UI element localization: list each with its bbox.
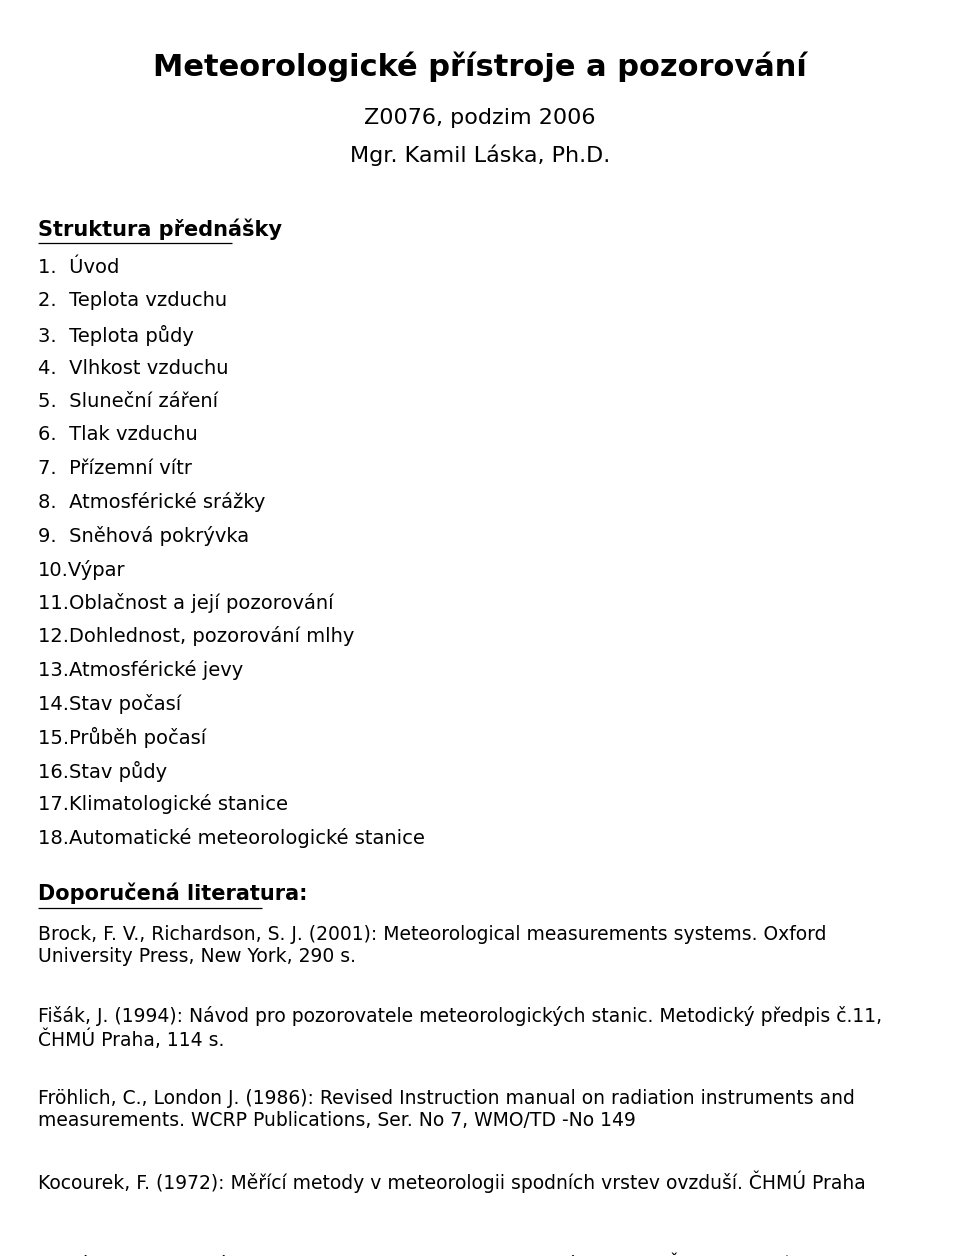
Text: Meteorologické přístroje a pozorování: Meteorologické přístroje a pozorování <box>153 51 807 83</box>
Text: 4.  Vlhkost vzduchu: 4. Vlhkost vzduchu <box>38 358 228 378</box>
Text: 7.  Přízemní vítr: 7. Přízemní vítr <box>38 458 192 479</box>
Text: Mgr. Kamil Láska, Ph.D.: Mgr. Kamil Láska, Ph.D. <box>349 144 611 166</box>
Text: 9.  Sněhová pokrývka: 9. Sněhová pokrývka <box>38 526 250 546</box>
Text: 5.  Sluneční záření: 5. Sluneční záření <box>38 392 218 411</box>
Text: 16.Stav půdy: 16.Stav půdy <box>38 760 167 781</box>
Text: Kocourek, F. (1972): Měřící metody v meteorologii spodních vrstev ovzduší. ČHMÚ : Kocourek, F. (1972): Měřící metody v met… <box>38 1171 866 1193</box>
Text: Fröhlich, C., London J. (1986): Revised Instruction manual on radiation instrume: Fröhlich, C., London J. (1986): Revised … <box>38 1089 854 1129</box>
Text: Struktura přednášky: Struktura přednášky <box>38 219 282 240</box>
Text: Z0076, podzim 2006: Z0076, podzim 2006 <box>364 108 596 128</box>
Text: 3.  Teplota půdy: 3. Teplota půdy <box>38 325 194 345</box>
Text: Doporučená literatura:: Doporučená literatura: <box>38 883 307 904</box>
Text: 14.Stav počasí: 14.Stav počasí <box>38 693 181 713</box>
Text: 1.  Úvod: 1. Úvod <box>38 257 119 278</box>
Text: 17.Klimatologické stanice: 17.Klimatologické stanice <box>38 794 288 814</box>
Text: Brock, F. V., Richardson, S. J. (2001): Meteorological measurements systems. Oxf: Brock, F. V., Richardson, S. J. (2001): … <box>38 924 827 966</box>
Text: 13.Atmosférické jevy: 13.Atmosférické jevy <box>38 659 243 679</box>
Text: 8.  Atmosférické srážky: 8. Atmosférické srážky <box>38 492 265 512</box>
Text: Slabá, N. (1972): Návod pro pozorovatele meteorologických stanic ČSSR. Sborník
p: Slabá, N. (1972): Návod pro pozorovatele… <box>38 1252 799 1256</box>
Text: Fišák, J. (1994): Návod pro pozorovatele meteorologických stanic. Metodický před: Fišák, J. (1994): Návod pro pozorovatele… <box>38 1006 882 1050</box>
Text: 11.Oblačnost a její pozorování: 11.Oblačnost a její pozorování <box>38 593 334 613</box>
Text: 18.Automatické meteorologické stanice: 18.Automatické meteorologické stanice <box>38 828 425 848</box>
Text: 2.  Teplota vzduchu: 2. Teplota vzduchu <box>38 291 228 310</box>
Text: 15.Průběh počasí: 15.Průběh počasí <box>38 727 206 749</box>
Text: 12.Dohlednost, pozorování mlhy: 12.Dohlednost, pozorování mlhy <box>38 627 354 647</box>
Text: 6.  Tlak vzduchu: 6. Tlak vzduchu <box>38 426 198 445</box>
Text: 10.Výpar: 10.Výpar <box>38 559 126 579</box>
